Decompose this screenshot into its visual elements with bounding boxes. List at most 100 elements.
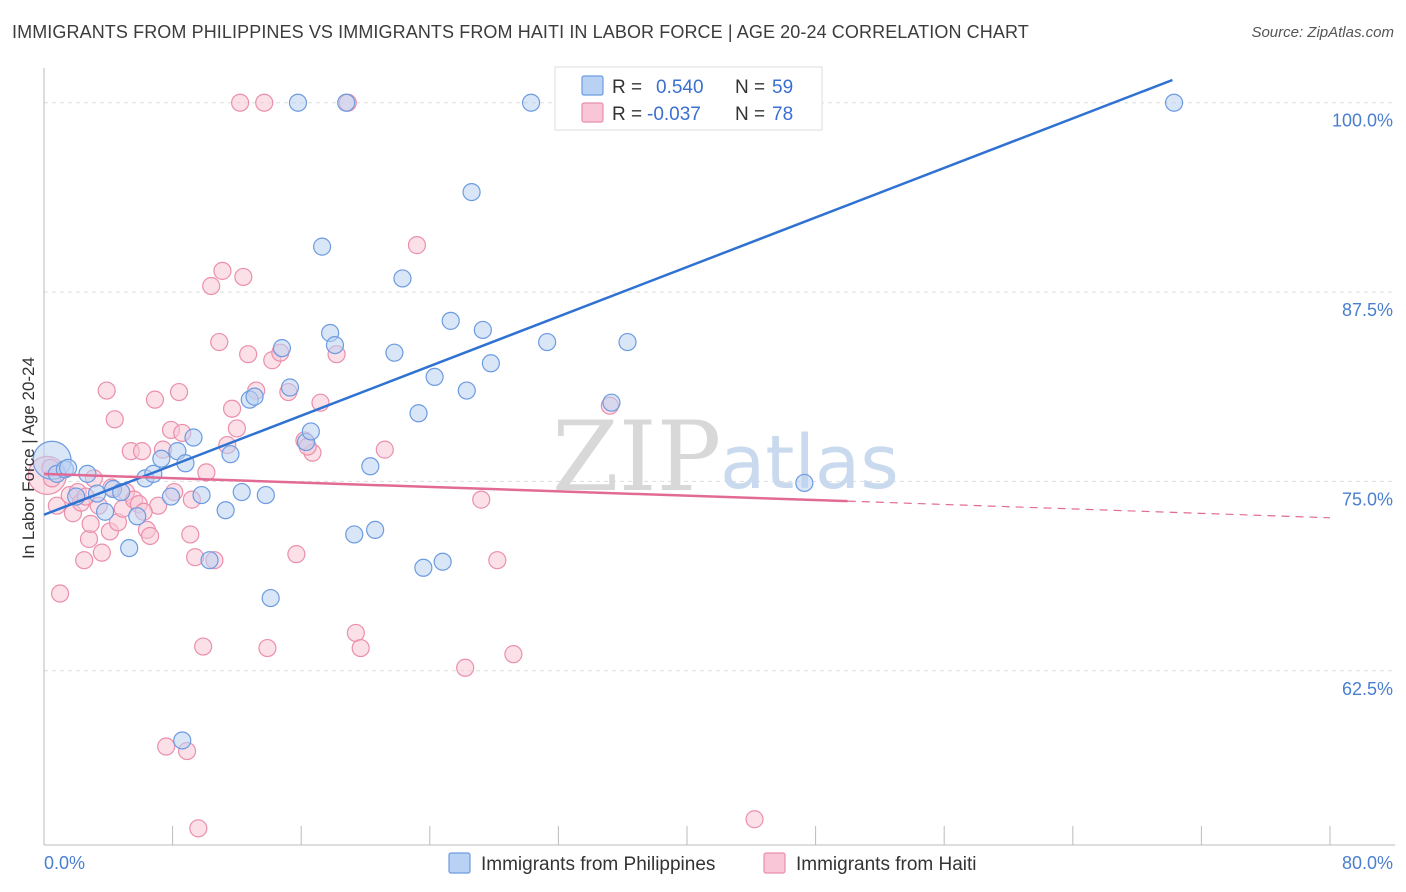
haiti-point-76	[227, 419, 246, 438]
philippines-point-28	[280, 378, 300, 397]
philippines-point-35	[337, 93, 356, 112]
philippines-point-49	[481, 354, 500, 373]
philippines-point-43	[425, 367, 444, 387]
legend-n-label-philippines: N =	[735, 77, 765, 98]
philippines-point-38	[366, 520, 385, 540]
philippines-point-18	[192, 485, 211, 505]
philippines-point-58	[173, 731, 192, 750]
philippines-point-50	[521, 93, 541, 112]
haiti-point-63	[375, 440, 394, 459]
haiti-point-14	[97, 381, 116, 400]
philippines-point-51	[538, 332, 557, 352]
philippines-point-9	[120, 538, 139, 558]
watermark-atlas: atlas	[720, 420, 899, 506]
haiti-point-37	[189, 819, 208, 838]
philippines-point-36	[345, 525, 364, 544]
philippines-point-31	[301, 422, 320, 441]
chart-source: Source: ZipAtlas.com	[1251, 24, 1394, 41]
haiti-point-70	[745, 810, 764, 829]
philippines-point-6	[95, 502, 115, 521]
haiti-point-26	[145, 390, 165, 409]
philippines-point-20	[216, 501, 235, 520]
y-tick-label-2: 75.0%	[1342, 489, 1393, 509]
legend-r-label-haiti: R =	[612, 104, 642, 125]
haiti-point-43	[213, 261, 232, 280]
philippines-point-46	[457, 381, 476, 400]
haiti-point-13	[92, 543, 111, 562]
haiti-point-9	[79, 529, 99, 549]
philippines-point-22	[232, 482, 251, 502]
haiti-point-23	[132, 442, 152, 461]
haiti-point-25	[140, 526, 160, 546]
trend-line-haiti-extension	[847, 500, 1331, 519]
philippines-point-55	[795, 473, 814, 493]
haiti-point-10	[81, 514, 100, 533]
haiti-point-39	[197, 463, 216, 482]
haiti-point-50	[255, 93, 274, 112]
philippines-point-26	[261, 588, 280, 608]
philippines-point-34	[325, 335, 345, 355]
legend-n-label-haiti: N =	[735, 104, 765, 125]
haiti-point-47	[234, 267, 253, 287]
haiti-point-46	[231, 93, 250, 112]
trend-line-haiti	[43, 472, 848, 503]
philippines-point-17	[184, 428, 203, 447]
philippines-point-47	[462, 182, 481, 202]
philippines-point-32	[312, 237, 332, 256]
legend-n-value-philippines: 59	[772, 77, 793, 98]
haiti-point-40	[202, 276, 221, 296]
haiti-point-45	[222, 399, 242, 418]
y-tick-label-1: 87.5%	[1342, 300, 1393, 320]
legend-r-value-haiti: -0.037	[647, 104, 701, 125]
philippines-point-29	[288, 93, 308, 112]
haiti-point-42	[210, 332, 229, 352]
haiti-point-51	[258, 638, 277, 658]
y-tick-labels: 100.0% 87.5% 75.0% 62.5%	[1332, 111, 1393, 699]
philippines-point-48	[473, 320, 492, 340]
philippines-point-14	[161, 487, 181, 506]
haiti-point-3	[50, 584, 70, 603]
series-legend-label-philippines: Immigrants from Philippines	[481, 854, 715, 875]
x-tick-label-max: 80.0%	[1342, 853, 1393, 873]
haiti-point-48	[239, 345, 258, 364]
haiti-point-66	[472, 490, 491, 509]
haiti-point-61	[346, 623, 365, 643]
philippines-point-41	[409, 404, 428, 423]
philippines-point-42	[414, 558, 433, 577]
legend-swatch-philippines	[581, 75, 604, 96]
haiti-point-64	[407, 236, 427, 255]
philippines-point-10	[128, 507, 147, 526]
haiti-point-65	[456, 658, 475, 677]
haiti-point-8	[75, 551, 94, 570]
philippines-point-24	[245, 387, 264, 406]
philippines-point-40	[393, 269, 412, 288]
grid-lines	[44, 102, 1395, 672]
x-tick-labels: 0.0% 80.0%	[44, 853, 1393, 873]
legend-n-value-haiti: 78	[772, 104, 793, 125]
x-tick-label-min: 0.0%	[44, 853, 85, 873]
y-axis-label: In Labor Force | Age 20-24	[19, 357, 38, 559]
philippines-point-4	[78, 464, 97, 483]
haiti-point-32	[169, 382, 189, 402]
chart-title: IMMIGRANTS FROM PHILIPPINES VS IMMIGRANT…	[12, 22, 1029, 42]
haiti-point-67	[488, 551, 507, 570]
haiti-point-16	[105, 410, 124, 429]
legend-swatch-haiti	[581, 102, 604, 123]
philippines-point-44	[433, 552, 452, 571]
legend: R = 0.540 N = 59 R = -0.037 N = 78	[554, 66, 823, 131]
legend-r-label-philippines: R =	[612, 77, 642, 98]
trend-lines	[43, 78, 1331, 519]
philippines-point-54	[618, 332, 637, 352]
philippines-point-57	[59, 458, 78, 477]
haiti-point-29	[157, 737, 176, 756]
philippines-point-37	[361, 457, 380, 476]
series-legend-swatch-haiti	[763, 852, 786, 874]
haiti-point-62	[351, 638, 370, 658]
series-legend-label-haiti: Immigrants from Haiti	[796, 854, 977, 875]
philippines-point-13	[152, 449, 171, 468]
haiti-point-55	[287, 545, 306, 564]
philippines-point-56	[1164, 93, 1184, 112]
haiti-point-35	[181, 525, 200, 544]
philippines-point-39	[385, 343, 404, 362]
